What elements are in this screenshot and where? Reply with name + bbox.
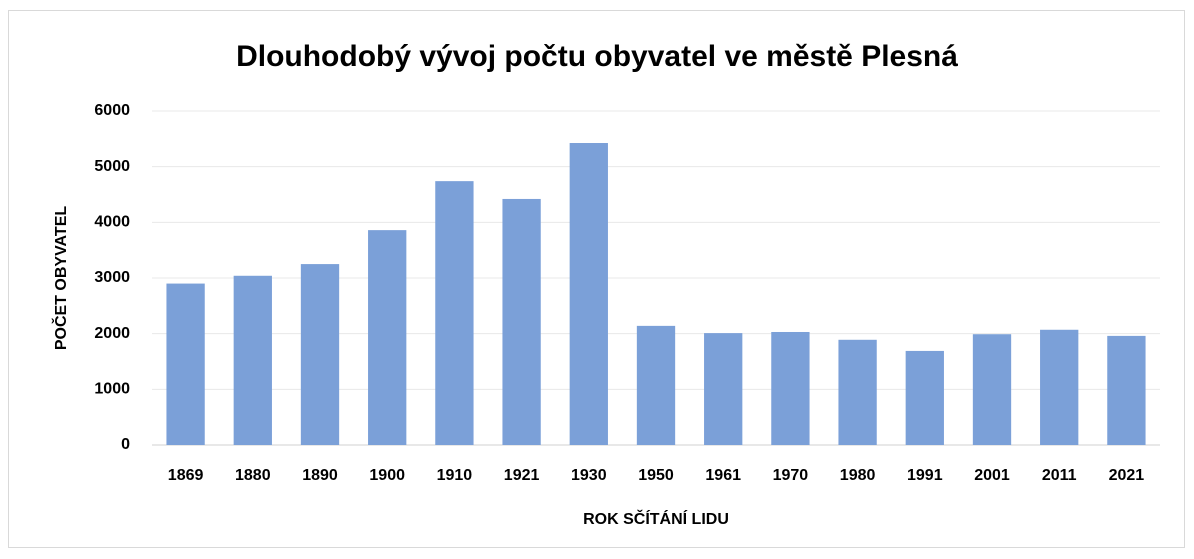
x-tick-label: 1890 [302, 467, 338, 484]
x-tick-label: 1921 [504, 467, 540, 484]
bar [368, 230, 407, 445]
bar [1040, 329, 1079, 445]
y-tick-label: 5000 [94, 158, 130, 175]
bar [838, 339, 877, 445]
y-tick-label: 6000 [94, 102, 130, 119]
bar [569, 143, 608, 445]
bar [636, 325, 676, 445]
bar [771, 331, 810, 445]
bar [233, 275, 272, 445]
bar [300, 264, 340, 445]
chart-title: Dlouhodobý vývoj počtu obyvatel ve městě… [236, 40, 958, 73]
x-tick-label: 1970 [773, 467, 809, 484]
x-tick-label: 1869 [168, 467, 204, 484]
y-tick-label: 0 [121, 436, 130, 453]
bar [704, 333, 743, 445]
x-tick-label: 1900 [369, 467, 405, 484]
bar [905, 350, 944, 445]
bar [972, 334, 1012, 445]
x-axis-title: ROK SČÍTÁNÍ LIDU [583, 509, 729, 528]
bar [166, 283, 205, 445]
y-tick-label: 1000 [94, 381, 130, 398]
x-tick-label: 1961 [705, 467, 741, 484]
x-tick-label: 1991 [907, 467, 943, 484]
x-tick-label: 1880 [235, 467, 271, 484]
y-tick-label: 3000 [94, 269, 130, 286]
y-tick-label: 4000 [94, 214, 130, 231]
x-tick-label: 1980 [840, 467, 876, 484]
bar [1107, 335, 1146, 445]
x-tick-label: 1910 [437, 467, 473, 484]
x-tick-label: 2001 [974, 467, 1010, 484]
bar [502, 198, 541, 445]
y-axis-title: POČET OBYVATEL [51, 206, 70, 351]
bar [435, 181, 474, 445]
x-tick-label: 1930 [571, 467, 607, 484]
x-tick-label: 2021 [1109, 467, 1145, 484]
x-tick-label: 1950 [638, 467, 674, 484]
x-tick-label: 2011 [1042, 467, 1077, 484]
y-tick-label: 2000 [94, 325, 130, 342]
